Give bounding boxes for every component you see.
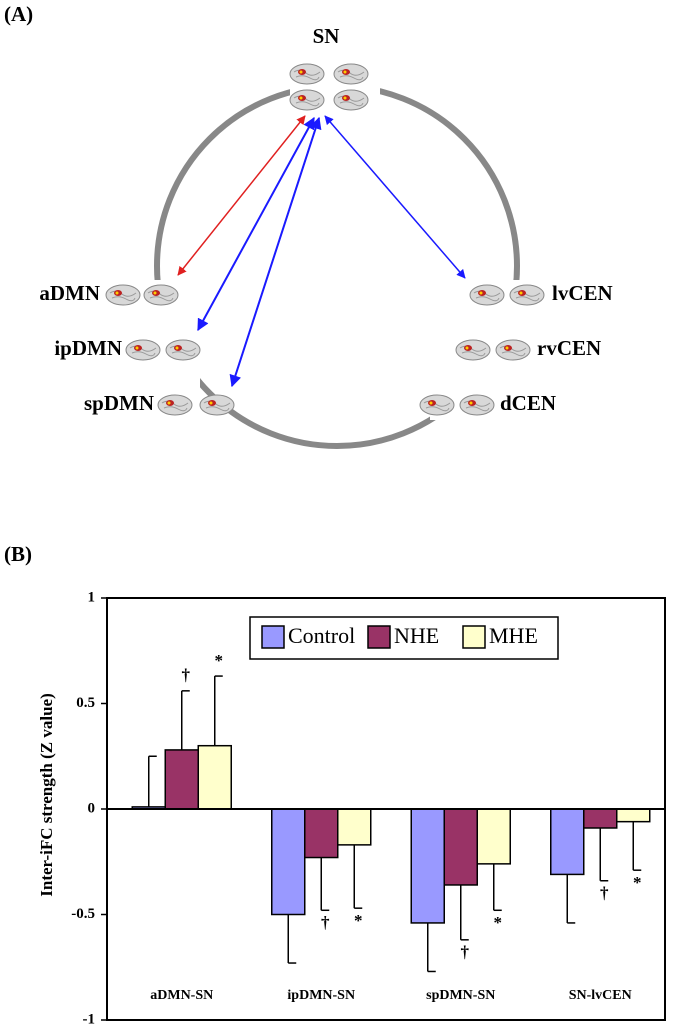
bar (616, 808, 651, 823)
brain-icon (495, 339, 531, 361)
brain-icon (333, 63, 369, 85)
significance-marker: * (494, 913, 503, 932)
brain-icon (289, 63, 325, 85)
brain-icon (105, 284, 141, 306)
brain-icon (333, 89, 369, 111)
plot: -1 -0.5 0 0.5 1 aDMN-SN † * ipDMN-SN † * spDMN-SN † *… (71, 589, 666, 1027)
brain-icon (469, 284, 505, 306)
bar (550, 808, 585, 876)
bar (583, 808, 618, 829)
bar (271, 808, 306, 916)
node-label: dCEN (500, 391, 556, 415)
legend-swatch (261, 625, 285, 649)
brain-icon (199, 394, 235, 416)
bar (410, 808, 445, 924)
brain-icon (157, 394, 193, 416)
significance-marker: * (354, 911, 363, 930)
brain-icon (419, 394, 455, 416)
bar (337, 808, 372, 846)
y-tick-label: 0 (88, 800, 96, 816)
y-tick-label: -1 (83, 1011, 96, 1027)
y-axis-label: Inter-iFC strength (Z value) (37, 693, 56, 897)
legend-label: NHE (394, 623, 439, 648)
legend-label: Control (288, 623, 355, 648)
significance-marker: † (600, 884, 609, 903)
brain-icon (289, 89, 325, 111)
bar (304, 808, 339, 859)
legend-label: MHE (489, 623, 538, 648)
legend-swatch (367, 625, 391, 649)
significance-marker: † (461, 943, 470, 962)
node-label: SN (313, 24, 340, 48)
x-tick-label: ipDMN-SN (287, 988, 355, 1003)
significance-marker: † (321, 913, 330, 932)
y-tick-label: 1 (88, 589, 96, 605)
brain-icon (455, 339, 491, 361)
brain-icon (165, 339, 201, 361)
arrow (197, 116, 315, 332)
significance-marker: * (633, 873, 642, 892)
node-label: lvCEN (552, 281, 613, 305)
significance-marker: † (182, 666, 191, 685)
brain-icon (143, 284, 179, 306)
legend-swatch (462, 625, 486, 649)
node-label: ipDMN (54, 336, 122, 360)
y-tick-label: -0.5 (71, 906, 95, 922)
panel-label: (A) (4, 2, 33, 26)
bar (197, 744, 232, 810)
panel-label: (B) (4, 542, 32, 566)
x-tick-label: SN-lvCEN (569, 988, 632, 1003)
bar (443, 808, 478, 886)
brain-icon (509, 284, 545, 306)
bar (164, 749, 199, 810)
y-tick-label: 0.5 (76, 695, 95, 711)
x-tick-label: spDMN-SN (426, 988, 495, 1003)
legend-box (249, 616, 559, 660)
x-tick-label: aDMN-SN (150, 988, 213, 1003)
bar (476, 808, 511, 865)
node-label: aDMN (39, 281, 100, 305)
arrow (229, 116, 322, 388)
brain-icon (459, 394, 495, 416)
significance-marker: * (215, 651, 224, 670)
brain-icon (125, 339, 161, 361)
arrow (324, 115, 466, 279)
node-label: rvCEN (537, 336, 601, 360)
node-label: spDMN (84, 391, 154, 415)
